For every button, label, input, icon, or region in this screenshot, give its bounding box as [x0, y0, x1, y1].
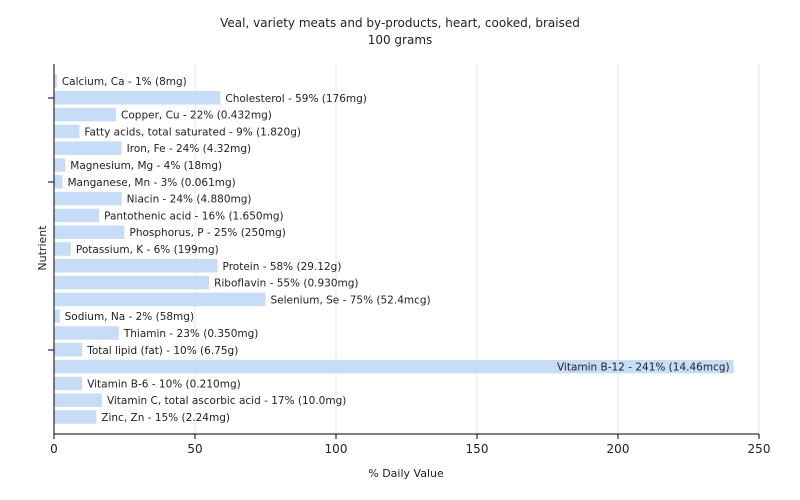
bar-label: Total lipid (fat) - 10% (6.75g)	[86, 345, 238, 357]
x-tick-label: 100	[325, 442, 348, 456]
bar	[54, 359, 734, 374]
bar-label: Sodium, Na - 2% (58mg)	[65, 311, 194, 323]
x-tick-label: 0	[50, 442, 58, 456]
bar-label: Protein - 58% (29.12g)	[223, 261, 342, 273]
chart-title: Veal, variety meats and by-products, hea…	[220, 16, 580, 30]
chart-subtitle: 100 grams	[368, 33, 433, 47]
y-axis-label: Nutrient	[36, 225, 49, 271]
x-tick-label: 50	[187, 442, 202, 456]
bar	[54, 91, 221, 105]
bar	[54, 191, 122, 206]
bar-label: Iron, Fe - 24% (4.32mg)	[127, 143, 251, 155]
bar	[54, 275, 210, 290]
bar	[54, 259, 218, 273]
grid-lines	[194, 64, 760, 434]
bar-label: Cholesterol - 59% (176mg)	[225, 93, 367, 105]
bar	[54, 158, 66, 172]
x-axis-ticks: 0 50 100 150 200 250	[50, 434, 770, 456]
bar	[54, 343, 83, 357]
bar-label: Selenium, Se - 75% (52.4mcg)	[271, 294, 431, 306]
bar-label: Manganese, Mn - 3% (0.061mg)	[67, 177, 235, 189]
bar-label: Potassium, K - 6% (199mg)	[76, 244, 219, 256]
bar-label: Calcium, Ca - 1% (8mg)	[62, 76, 187, 88]
bar-label: Phosphorus, P - 25% (250mg)	[130, 227, 286, 239]
x-tick-label: 250	[748, 442, 771, 456]
bar-label: Vitamin B-12 - 241% (14.46mcg)	[557, 362, 730, 374]
bar	[54, 175, 63, 189]
bars: Calcium, Ca - 1% (8mg) Cholesterol - 59% …	[54, 74, 734, 424]
axes	[48, 64, 759, 435]
bar	[54, 326, 119, 340]
bar	[54, 292, 266, 307]
bar	[54, 107, 117, 122]
bar-label: Pantothenic acid - 16% (1.650mg)	[104, 210, 283, 222]
x-tick-label: 150	[466, 442, 489, 456]
bar	[54, 225, 125, 239]
bar	[54, 124, 80, 139]
bar-label: Thiamin - 23% (0.350mg)	[123, 328, 259, 340]
x-axis-label: % Daily Value	[368, 467, 444, 480]
bar	[54, 141, 122, 155]
bar	[54, 74, 57, 88]
bar-label: Copper, Cu - 22% (0.432mg)	[121, 110, 272, 122]
bar-label: Niacin - 24% (4.880mg)	[127, 194, 252, 206]
bar-label: Riboflavin - 55% (0.930mg)	[214, 278, 358, 290]
x-tick-label: 200	[607, 442, 630, 456]
bar-label: Magnesium, Mg - 4% (18mg)	[70, 160, 222, 172]
bar	[54, 376, 83, 391]
bar-label: Fatty acids, total saturated - 9% (1.820…	[84, 126, 301, 138]
bar-label: Zinc, Zn - 15% (2.24mg)	[101, 412, 230, 424]
bar	[54, 393, 102, 407]
bar	[54, 410, 97, 424]
bar	[54, 242, 71, 256]
bar	[54, 309, 60, 323]
bar	[54, 208, 100, 223]
bar-label: Vitamin B-6 - 10% (0.210mg)	[87, 378, 241, 390]
bar-label: Vitamin C, total ascorbic acid - 17% (10…	[107, 395, 346, 407]
